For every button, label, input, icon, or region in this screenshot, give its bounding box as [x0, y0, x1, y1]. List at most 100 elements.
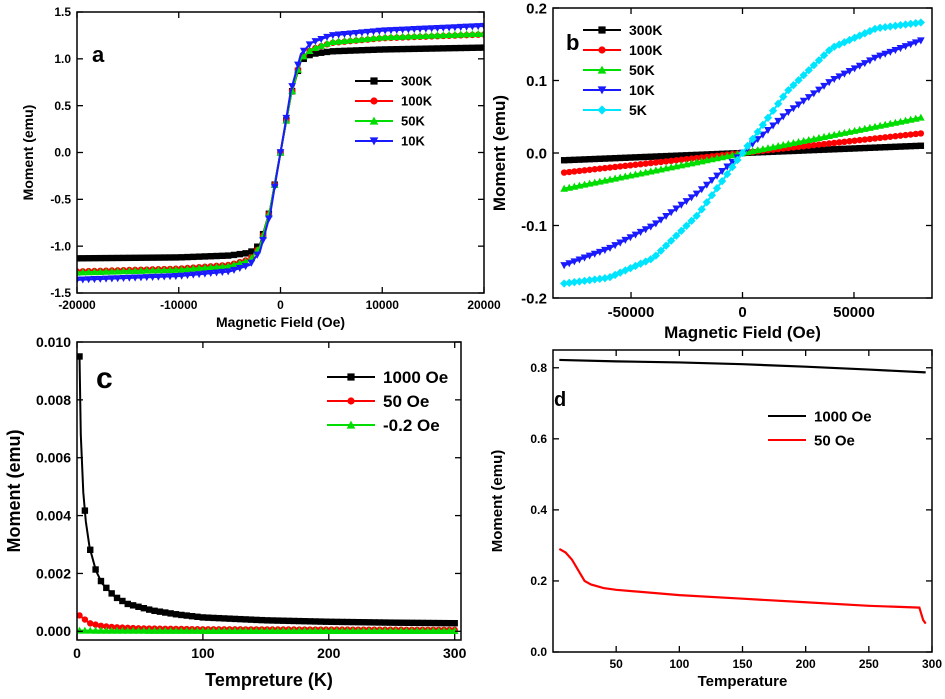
data-point [688, 155, 695, 162]
data-point [86, 626, 95, 634]
data-point [897, 143, 904, 150]
data-point [723, 169, 732, 179]
data-point [77, 612, 83, 619]
legend-item: 1000 Oe [327, 368, 448, 387]
data-point [687, 216, 696, 225]
data-point [907, 131, 914, 138]
data-point [580, 276, 589, 286]
data-point [236, 626, 245, 634]
data-point [427, 31, 436, 39]
data-point [610, 270, 620, 280]
data-point [836, 145, 843, 153]
data-point [667, 152, 675, 160]
series-line [558, 548, 927, 625]
data-point [172, 626, 180, 634]
data-point [631, 231, 640, 239]
data-point [365, 619, 373, 626]
data-point [404, 26, 413, 34]
data-point [393, 45, 400, 53]
data-point [559, 279, 569, 288]
legend-marker [597, 86, 607, 95]
data-point [363, 28, 372, 36]
data-point [560, 157, 568, 164]
data-point [124, 600, 131, 608]
data-point [673, 157, 680, 164]
data-point [370, 46, 377, 53]
data-point [692, 211, 701, 221]
data-point [901, 20, 910, 29]
data-point [565, 260, 574, 268]
data-point [596, 165, 604, 172]
data-point [753, 136, 762, 144]
data-point [269, 617, 276, 624]
series-5k [559, 18, 926, 288]
data-point [398, 32, 407, 40]
data-point [317, 618, 324, 625]
data-point [445, 30, 453, 39]
data-point [468, 30, 477, 38]
data-point [622, 154, 629, 161]
data-point [641, 226, 650, 234]
x-tick-label: 300 [922, 657, 942, 671]
data-point [201, 253, 209, 260]
data-point [805, 147, 812, 154]
data-point [871, 54, 879, 62]
data-point [601, 155, 609, 162]
data-point [195, 271, 203, 279]
legend-item: 50K [583, 62, 655, 78]
data-point [207, 253, 214, 260]
data-point [77, 353, 83, 360]
data-point [145, 626, 154, 634]
chart-panel-a: -20000 -10000 0 10000 20000 -1.5 -1.0 -0.5 0.0 0.… [20, 5, 501, 330]
data-point [131, 254, 139, 262]
data-point [566, 168, 573, 176]
data-point [830, 75, 839, 84]
data-point [265, 215, 273, 223]
data-point [148, 266, 157, 274]
data-point [259, 236, 267, 244]
data-point [576, 167, 583, 175]
data-point [575, 256, 584, 264]
data-point [407, 626, 416, 634]
chart-panel-c: 0 100 200 300 0.000 0.002 0.004 0.006 0.008 0.010… [4, 334, 467, 690]
data-point [576, 156, 583, 163]
data-point [137, 274, 145, 282]
data-point [456, 30, 465, 38]
data-point [632, 154, 639, 161]
data-point [167, 610, 174, 617]
data-point [748, 134, 757, 144]
legend-item: 10K [355, 134, 425, 149]
data-point [642, 160, 649, 167]
data-point [897, 132, 904, 139]
data-point [376, 46, 383, 53]
legend-label: 5K [629, 102, 647, 118]
y-tick-label: 0.004 [36, 507, 71, 523]
data-point [815, 86, 823, 94]
data-point [85, 255, 92, 262]
data-point [445, 626, 454, 634]
data-point [399, 45, 406, 53]
data-point [450, 626, 459, 634]
data-point [344, 618, 351, 626]
data-point [678, 152, 685, 159]
data-point [445, 24, 453, 32]
x-tick-label: 250 [859, 657, 879, 671]
data-point [123, 626, 132, 634]
data-point [189, 271, 198, 279]
data-point [387, 27, 395, 35]
data-point [424, 619, 432, 627]
data-point [276, 149, 285, 157]
data-point [354, 626, 363, 634]
data-point [657, 153, 665, 160]
data-point [369, 28, 378, 36]
data-point [137, 266, 145, 274]
data-point [413, 619, 421, 627]
data-point [836, 139, 843, 146]
data-point [305, 41, 314, 49]
data-point [677, 201, 686, 209]
data-point [683, 152, 690, 159]
data-point [784, 85, 793, 95]
data-point [204, 614, 212, 621]
data-point [213, 252, 220, 260]
data-point [189, 264, 198, 272]
